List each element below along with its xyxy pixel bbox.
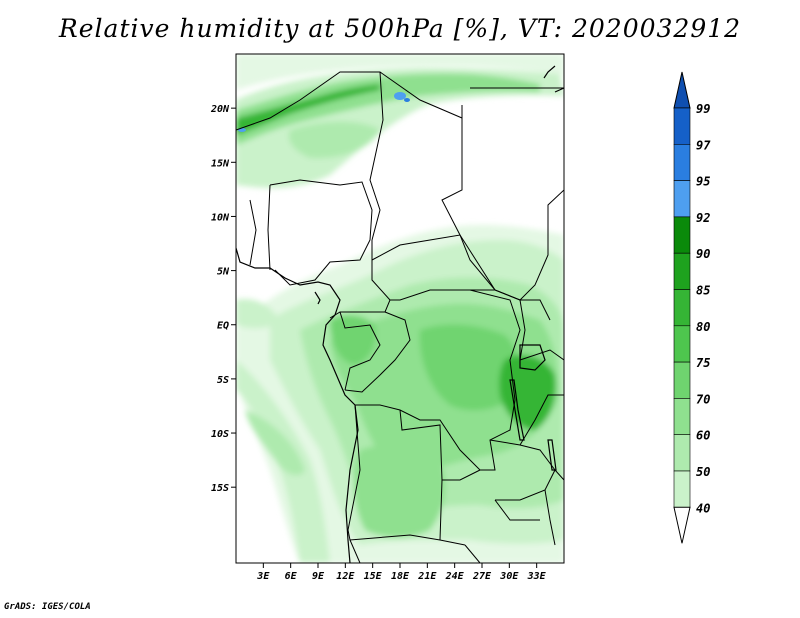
border-tanzania [519,349,564,446]
border-drc [355,289,521,471]
colorbar-label: 40 [696,501,710,515]
coastlines [236,65,564,563]
colorbar-label: 70 [696,392,710,406]
lon-tick-label: 9E [312,571,325,582]
colorbar-top-arrow [673,71,691,109]
border-angola-zambia [399,409,481,481]
lon-tick-label: 33E [527,571,547,582]
country-borders [236,71,564,563]
border-east-africa [519,189,564,361]
colorbar-segment [673,434,691,472]
lat-tick-label: EQ [217,321,229,332]
lon-tick-label: 27E [472,571,492,582]
lon-tick-label: 3E [256,571,270,582]
humidity-field [236,54,564,563]
colorbar-bottom-arrow [673,506,691,544]
colorbar-segment [673,107,691,145]
humidity-area-congo-max [419,324,521,411]
colorbar-segment [673,398,691,435]
colorbar-label: 50 [696,465,710,479]
border-niger-chad [369,71,384,241]
humidity-band-north [236,54,564,90]
humidity-area-south [353,444,446,538]
border-cameroon [329,240,391,319]
lat-tick-label: 15S [211,483,229,494]
border-namibia [349,539,481,563]
humidity-north-patch [288,121,380,159]
coastline-west-africa [236,247,359,563]
colorbar-label: 92 [696,211,710,225]
lat-tick-label: 5N [217,267,230,278]
humidity-blue-spot [394,92,406,100]
lat-tick-label: 10S [211,429,229,440]
humidity-atlantic-west [236,299,280,329]
lon-tick-label: 30E [499,571,519,582]
coastline-lake-victoria [519,344,546,371]
border-drc-west [344,311,411,393]
colorbar-label: 97 [696,138,711,152]
lon-tick-label: 15E [364,571,383,582]
lon-tick-label: 21E [417,571,437,582]
colorbar-label: 80 [696,320,710,334]
lon-tick-label: 6E [285,571,298,582]
colorbar-label: 90 [696,247,710,261]
humidity-band-north-max [236,84,380,136]
border-ghana [249,199,257,266]
border-mozambique [544,469,564,546]
chart-title: Relative humidity at 500hPa [%], VT: 202… [58,14,742,43]
humidity-blue-spot [404,98,410,102]
colorbar-segment [673,325,691,363]
colorbar-segment [673,144,691,181]
lon-tick-label: 18E [391,571,410,582]
latitude-axis: 20N 15N 10N 5N EQ 5S 10S 15S [210,104,236,494]
border-congo [339,311,381,391]
border-benin [267,184,271,271]
border-west-africa-north [236,71,463,131]
lat-tick-label: 20N [210,104,230,115]
lat-tick-label: 10N [211,212,230,223]
lon-tick-label: 12E [336,571,355,582]
humidity-atlantic-patch [245,410,305,476]
colorbar-label: 60 [696,429,710,443]
coastline-lake-tanganyika [509,379,525,441]
border-zimbabwe [494,499,540,521]
colorbar-label: 95 [696,175,710,189]
colorbar-segment [673,289,691,327]
humidity-area-gabon [330,315,376,365]
border-south-sudan [494,289,551,321]
colorbar-segment [673,216,691,254]
lon-tick-label: 24E [445,571,465,582]
colorbar-segment [673,180,691,218]
humidity-west-tongue [236,150,272,178]
colorbar-label: 99 [696,102,710,116]
colorbar-label: 85 [696,284,710,298]
border-nigeria [269,179,373,286]
colorbar-segment [673,252,691,290]
coastline-east [543,65,564,93]
grads-credit: GrADS: IGES/COLA [4,602,91,612]
coastline-lake-malawi [547,439,557,471]
colorbar-label: 75 [696,356,710,370]
colorbar-segment [673,470,691,508]
lat-tick-label: 15N [211,158,230,169]
colorbar-segment [673,361,691,399]
longitude-axis: 3E 6E 9E 12E 15E 18E 21E 24E 27E 30E 33E [256,563,547,582]
coastline-bioko [314,291,321,305]
colorbar: 99 97 95 92 90 85 80 75 70 60 50 40 [673,71,711,544]
lat-tick-label: 5S [217,375,229,386]
